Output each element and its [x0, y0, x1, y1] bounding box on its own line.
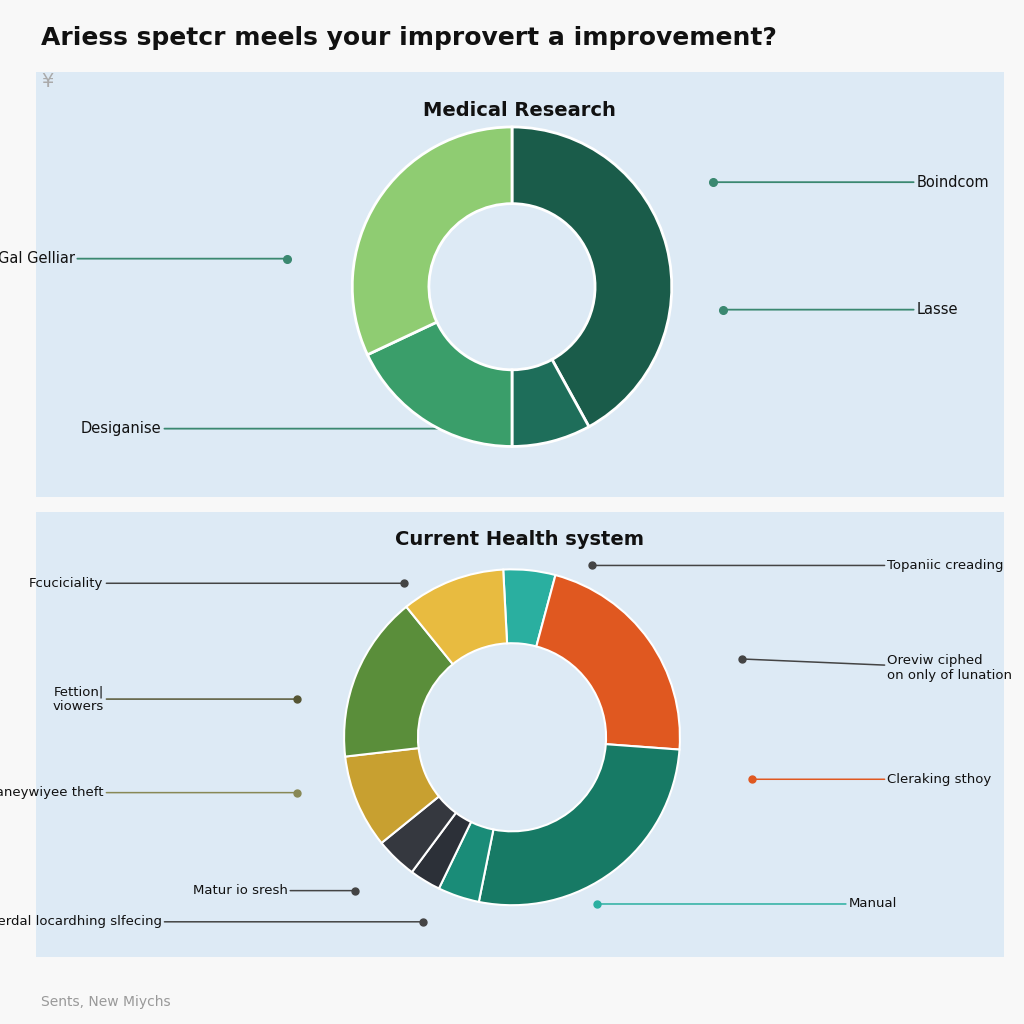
Wedge shape [479, 744, 680, 905]
Wedge shape [344, 607, 453, 757]
Text: Topaniic creading: Topaniic creading [592, 559, 1004, 572]
Text: Cleraking sthoy: Cleraking sthoy [752, 773, 991, 785]
Wedge shape [352, 127, 512, 354]
Wedge shape [412, 813, 471, 889]
Text: Ariess spetcr meels your improvert a improvement?: Ariess spetcr meels your improvert a imp… [41, 26, 777, 49]
Wedge shape [503, 569, 555, 646]
Text: Medical Research: Medical Research [423, 101, 616, 121]
Text: Lasse: Lasse [723, 302, 957, 317]
Text: Naneywiyee theft: Naneywiyee theft [0, 786, 297, 799]
Text: Fcuciciality: Fcuciciality [30, 577, 403, 590]
Wedge shape [382, 797, 456, 872]
Text: Boindcom: Boindcom [713, 175, 989, 189]
Text: ¥: ¥ [41, 72, 53, 91]
Text: Manual: Manual [597, 897, 897, 910]
Text: Interdal locardhing slfecing: Interdal locardhing slfecing [0, 915, 423, 929]
Wedge shape [368, 323, 512, 446]
Wedge shape [345, 749, 439, 843]
Text: Current Health system: Current Health system [395, 529, 644, 549]
Text: Gal Gelliar: Gal Gelliar [0, 251, 288, 266]
Wedge shape [512, 127, 672, 427]
Wedge shape [537, 575, 680, 750]
Wedge shape [407, 569, 507, 665]
Wedge shape [512, 359, 589, 446]
Wedge shape [439, 822, 494, 902]
Text: Oreviw ciphed
on only of lunation: Oreviw ciphed on only of lunation [742, 654, 1013, 682]
Text: Desiganise: Desiganise [81, 421, 452, 436]
Text: Fettion|
viowers: Fettion| viowers [52, 685, 297, 713]
Text: Matur io sresh: Matur io sresh [193, 884, 355, 897]
Text: Sents, New Miychs: Sents, New Miychs [41, 994, 171, 1009]
